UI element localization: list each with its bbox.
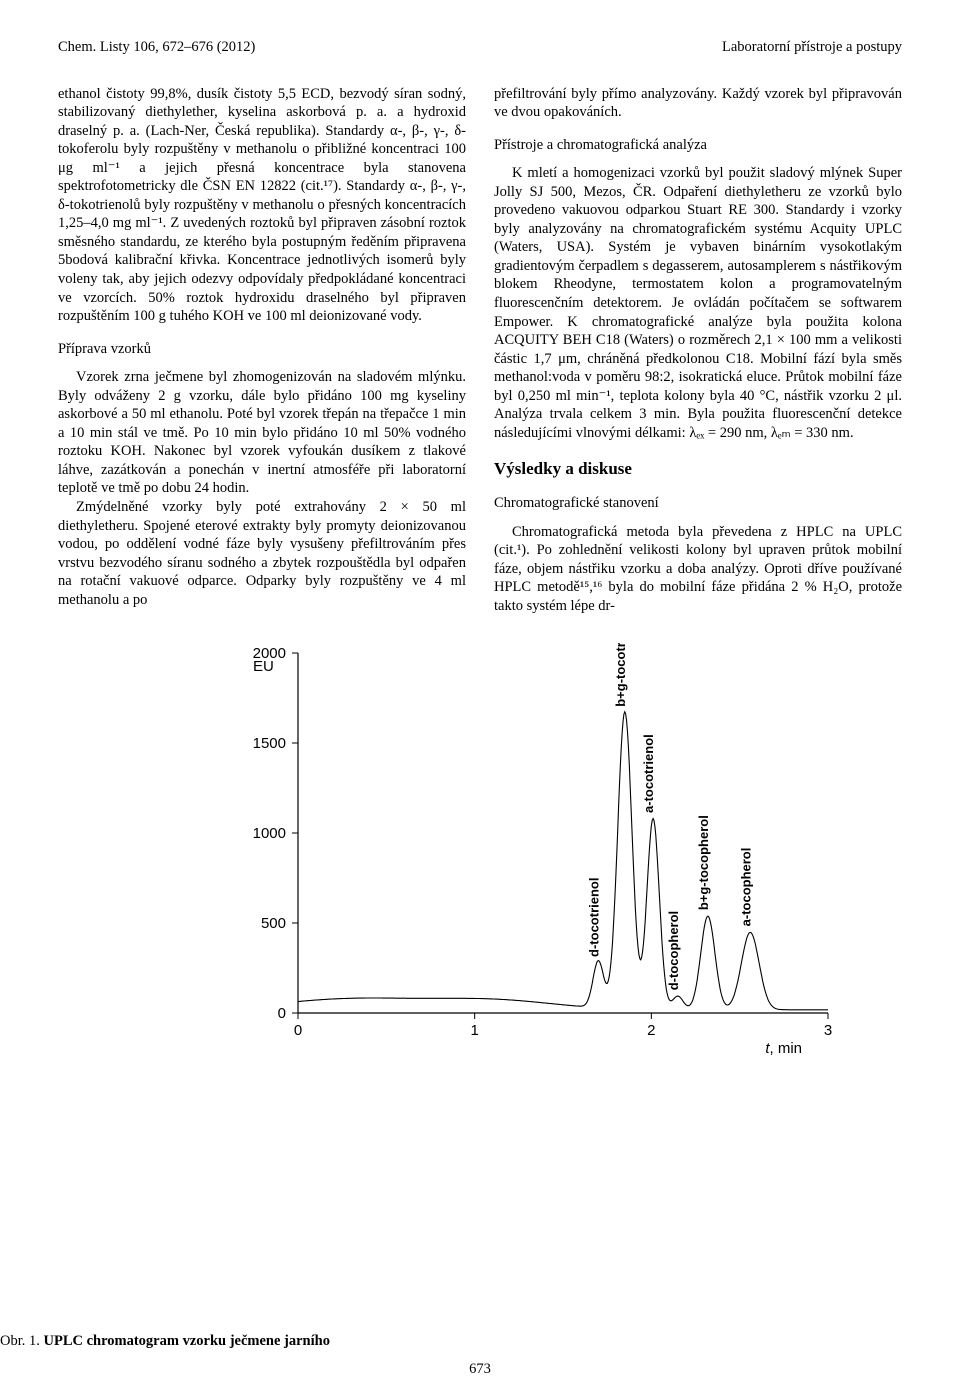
- running-header: Chem. Listy 106, 672–676 (2012) Laborato…: [58, 38, 902, 57]
- left-column: ethanol čistoty 99,8%, dusík čistoty 5,5…: [58, 85, 466, 616]
- svg-text:t, min: t, min: [765, 1040, 802, 1057]
- header-left: Chem. Listy 106, 672–676 (2012): [58, 38, 255, 57]
- svg-text:1: 1: [470, 1022, 478, 1039]
- right-p1: přefiltrování byly přímo analyzovány. Ka…: [494, 85, 902, 122]
- svg-text:500: 500: [261, 915, 286, 932]
- svg-text:a-tocopherol: a-tocopherol: [738, 848, 753, 927]
- left-p1: ethanol čistoty 99,8%, dusík čistoty 5,5…: [58, 85, 466, 326]
- svg-text:0: 0: [294, 1022, 302, 1039]
- subheading-chrom: Chromatografické stanovení: [494, 494, 902, 513]
- svg-text:b+g-tocotrienol: b+g-tocotrienol: [613, 643, 628, 707]
- caption-bold: UPLC chromatogram vzorku ječmene jarního: [44, 1333, 330, 1349]
- subheading-pristroje: Přístroje a chromatografická analýza: [494, 136, 902, 155]
- svg-text:1500: 1500: [253, 735, 286, 752]
- left-p3: Zmýdelněné vzorky byly poté extrahovány …: [58, 498, 466, 609]
- svg-text:EU: EU: [253, 658, 274, 675]
- figure-1: 01230500100015002000EUt, mind-tocotrieno…: [58, 643, 902, 1093]
- chromatogram-chart: 01230500100015002000EUt, mind-tocotrieno…: [228, 643, 848, 1063]
- svg-text:1000: 1000: [253, 825, 286, 842]
- svg-text:a-tocotrienol: a-tocotrienol: [641, 735, 656, 814]
- section-vysledky: Výsledky a diskuse: [494, 458, 902, 480]
- right-p2: K mletí a homogenizaci vzorků byl použit…: [494, 164, 902, 442]
- svg-text:d-tocotrienol: d-tocotrienol: [586, 878, 601, 957]
- page-number: 673: [0, 1360, 960, 1379]
- figure-caption: Obr. 1. UPLC chromatogram vzorku ječmene…: [0, 1332, 330, 1351]
- subheading-priprava: Příprava vzorků: [58, 340, 466, 359]
- caption-prefix: Obr. 1.: [0, 1333, 44, 1349]
- right-p3: Chromatografická metoda byla převedena z…: [494, 523, 902, 616]
- right-column: přefiltrování byly přímo analyzovány. Ka…: [494, 85, 902, 616]
- left-p2: Vzorek zrna ječmene byl zhomogenizován n…: [58, 368, 466, 498]
- svg-text:3: 3: [824, 1022, 832, 1039]
- svg-text:2: 2: [647, 1022, 655, 1039]
- header-right: Laboratorní přístroje a postupy: [722, 38, 902, 57]
- svg-text:0: 0: [278, 1005, 286, 1022]
- svg-text:b+g-tocopherol: b+g-tocopherol: [696, 816, 711, 911]
- body-columns: ethanol čistoty 99,8%, dusík čistoty 5,5…: [58, 85, 902, 616]
- svg-text:d-tocopherol: d-tocopherol: [666, 911, 681, 990]
